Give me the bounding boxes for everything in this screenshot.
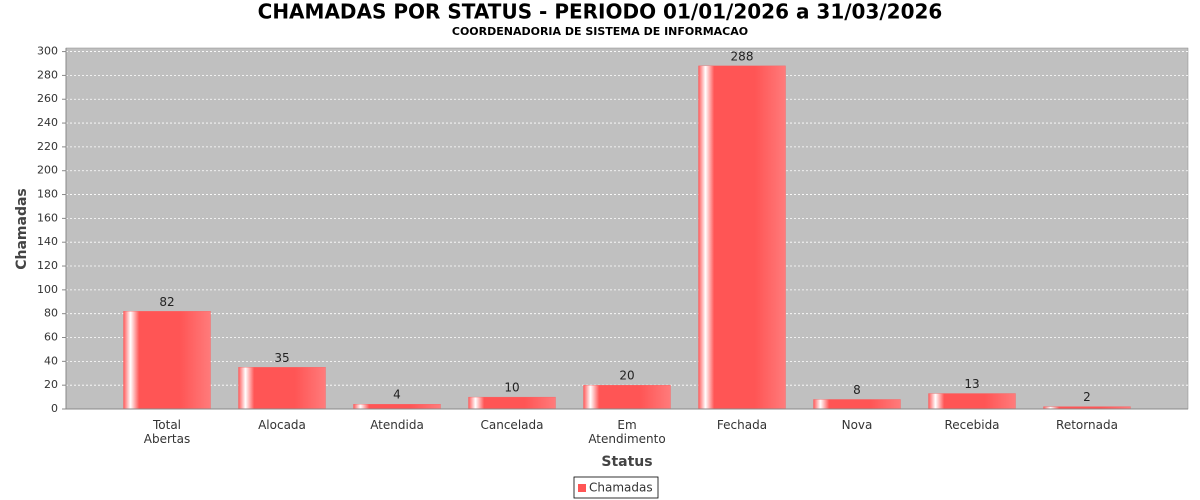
plot-area — [65, 47, 1189, 410]
data-label: 288 — [731, 49, 754, 63]
data-label: 13 — [964, 377, 979, 391]
y-tick-label: 120 — [37, 259, 58, 272]
data-label: 10 — [504, 381, 519, 395]
chart-subtitle: COORDENADORIA DE SISTEMA DE INFORMACAO — [452, 25, 748, 38]
legend-swatch — [578, 484, 586, 492]
x-tick-label: Fechada — [717, 418, 767, 432]
x-tick-label: Cancelada — [481, 418, 544, 432]
y-axis-label: Chamadas — [14, 188, 30, 270]
bar — [698, 65, 786, 410]
data-label: 20 — [619, 369, 634, 383]
x-tick-label: Em Atendimento — [588, 418, 665, 446]
y-tick-label: 180 — [37, 188, 58, 201]
y-tick-label: 300 — [37, 45, 58, 58]
data-label: 8 — [853, 383, 861, 397]
y-tick-label: 140 — [37, 235, 58, 248]
y-tick-label: 220 — [37, 140, 58, 153]
bar — [928, 393, 1016, 410]
y-tick-label: 200 — [37, 164, 58, 177]
y-tick-label: 80 — [44, 307, 58, 320]
data-label: 35 — [274, 351, 289, 365]
x-axis-label: Status — [601, 454, 652, 470]
y-tick-label: 100 — [37, 283, 58, 296]
x-tick-label: Total Abertas — [144, 418, 190, 446]
data-label: 82 — [159, 295, 174, 309]
x-tick-label: Recebida — [944, 418, 999, 432]
x-tick-label: Nova — [842, 418, 873, 432]
y-tick-label: 160 — [37, 211, 58, 224]
x-tick-label: Retornada — [1056, 418, 1118, 432]
y-tick-label: 60 — [44, 331, 58, 344]
x-tick-label: Atendida — [370, 418, 424, 432]
legend: Chamadas — [573, 476, 659, 499]
y-tick-label: 20 — [44, 378, 58, 391]
y-tick-label: 280 — [37, 68, 58, 81]
y-tick-label: 0 — [51, 402, 58, 415]
bar — [813, 399, 901, 410]
x-tick-label: Alocada — [258, 418, 306, 432]
y-tick-label: 240 — [37, 116, 58, 129]
bar — [123, 311, 211, 410]
bar — [238, 367, 326, 410]
bar — [583, 385, 671, 410]
legend-box — [573, 476, 659, 499]
bar — [468, 396, 556, 410]
chart-title: CHAMADAS POR STATUS - PERIODO 01/01/2026… — [258, 0, 943, 24]
data-label: 4 — [393, 388, 401, 402]
y-tick-label: 260 — [37, 92, 58, 105]
data-label: 2 — [1083, 390, 1091, 404]
y-tick-label: 40 — [44, 354, 58, 367]
bar — [353, 404, 441, 410]
legend-label: Chamadas — [589, 481, 653, 495]
